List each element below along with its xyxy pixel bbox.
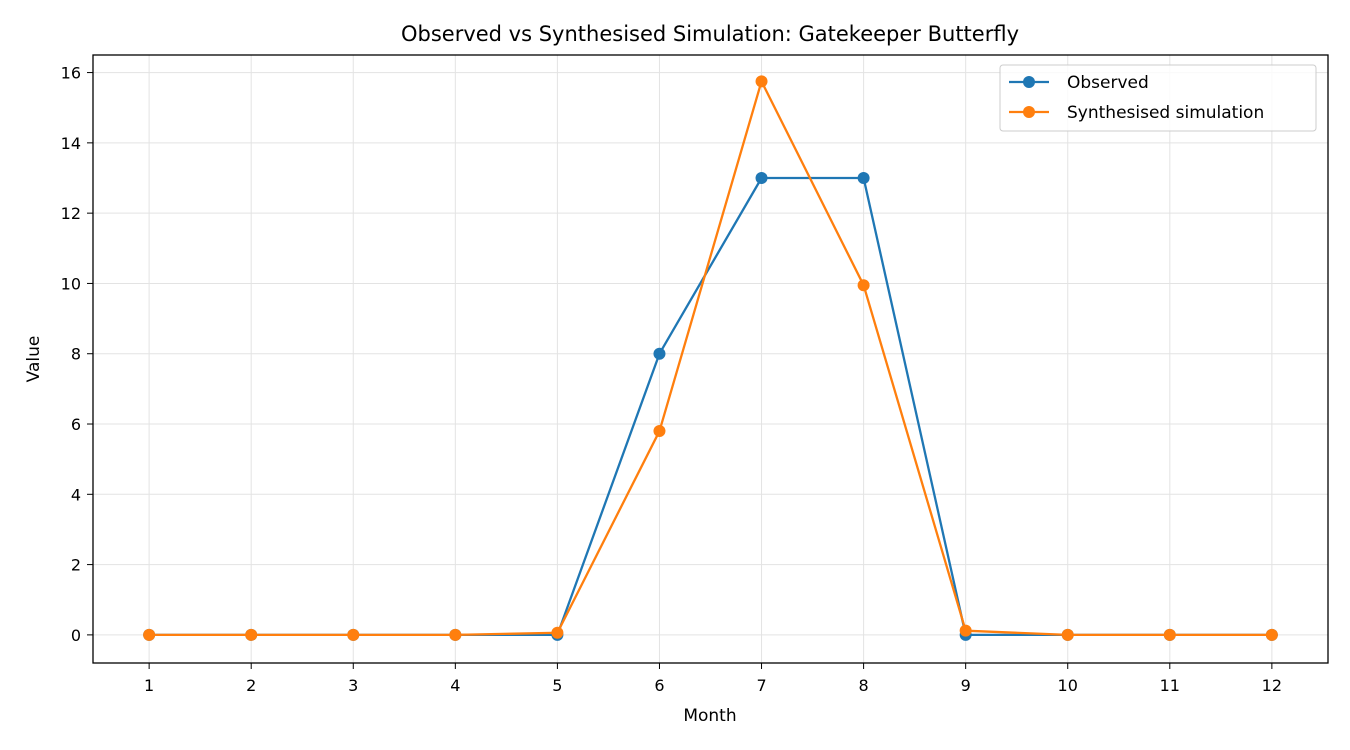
data-point [755,75,768,88]
y-tick-label: 2 [71,556,81,575]
data-point [551,626,564,639]
data-point [959,624,972,637]
legend-item: Observed [1009,73,1149,93]
data-point [1061,628,1074,641]
y-tick-label: 16 [61,64,81,83]
x-tick-label: 3 [348,676,358,695]
x-tick-label: 9 [961,676,971,695]
y-tick-label: 12 [61,204,81,223]
x-tick-label: 7 [756,676,766,695]
legend: Observed Synthesised simulation [999,64,1317,132]
plot-frame [92,54,1329,664]
x-tick-label: 10 [1058,676,1078,695]
legend-marker [1023,106,1035,118]
data-point [653,347,666,360]
data-point [449,628,462,641]
grid [93,55,1328,663]
data-point [245,628,258,641]
data-point [1163,628,1176,641]
data-point [143,628,156,641]
y-tick-label: 8 [71,345,81,364]
legend-marker [1023,76,1035,88]
data-point [755,172,768,185]
x-tick-label: 8 [859,676,869,695]
data-point [653,425,666,438]
series-2 [143,75,1278,641]
x-tick-label: 5 [552,676,562,695]
legend-label: Observed [1067,73,1149,93]
data-point [857,279,870,292]
data-point [1265,628,1278,641]
y-tick-label: 4 [71,485,81,504]
y-axis-label: Value [24,336,44,383]
y-axis-ticks: 0 2 4 6 8 10 12 14 16 [61,64,93,645]
chart-title: Observed vs Synthesised Simulation: Gate… [401,22,1019,46]
legend-frame [999,64,1317,132]
legend-item: Synthesised simulation [1009,103,1264,123]
data-point [347,628,360,641]
x-axis-label: Month [683,706,736,726]
x-tick-label: 11 [1160,676,1180,695]
legend-label: Synthesised simulation [1067,103,1264,123]
x-tick-label: 12 [1262,676,1282,695]
y-tick-label: 0 [71,626,81,645]
x-tick-label: 4 [450,676,460,695]
x-tick-label: 1 [144,676,154,695]
data-point [857,172,870,185]
x-axis-ticks: 1 2 3 4 5 6 7 8 9 10 11 12 [144,663,1282,695]
series-line [149,80,1272,637]
x-tick-label: 6 [654,676,664,695]
y-tick-label: 6 [71,415,81,434]
y-tick-label: 10 [61,274,81,293]
plot-series [143,75,1278,641]
y-tick-label: 14 [61,134,81,153]
x-tick-label: 2 [246,676,256,695]
